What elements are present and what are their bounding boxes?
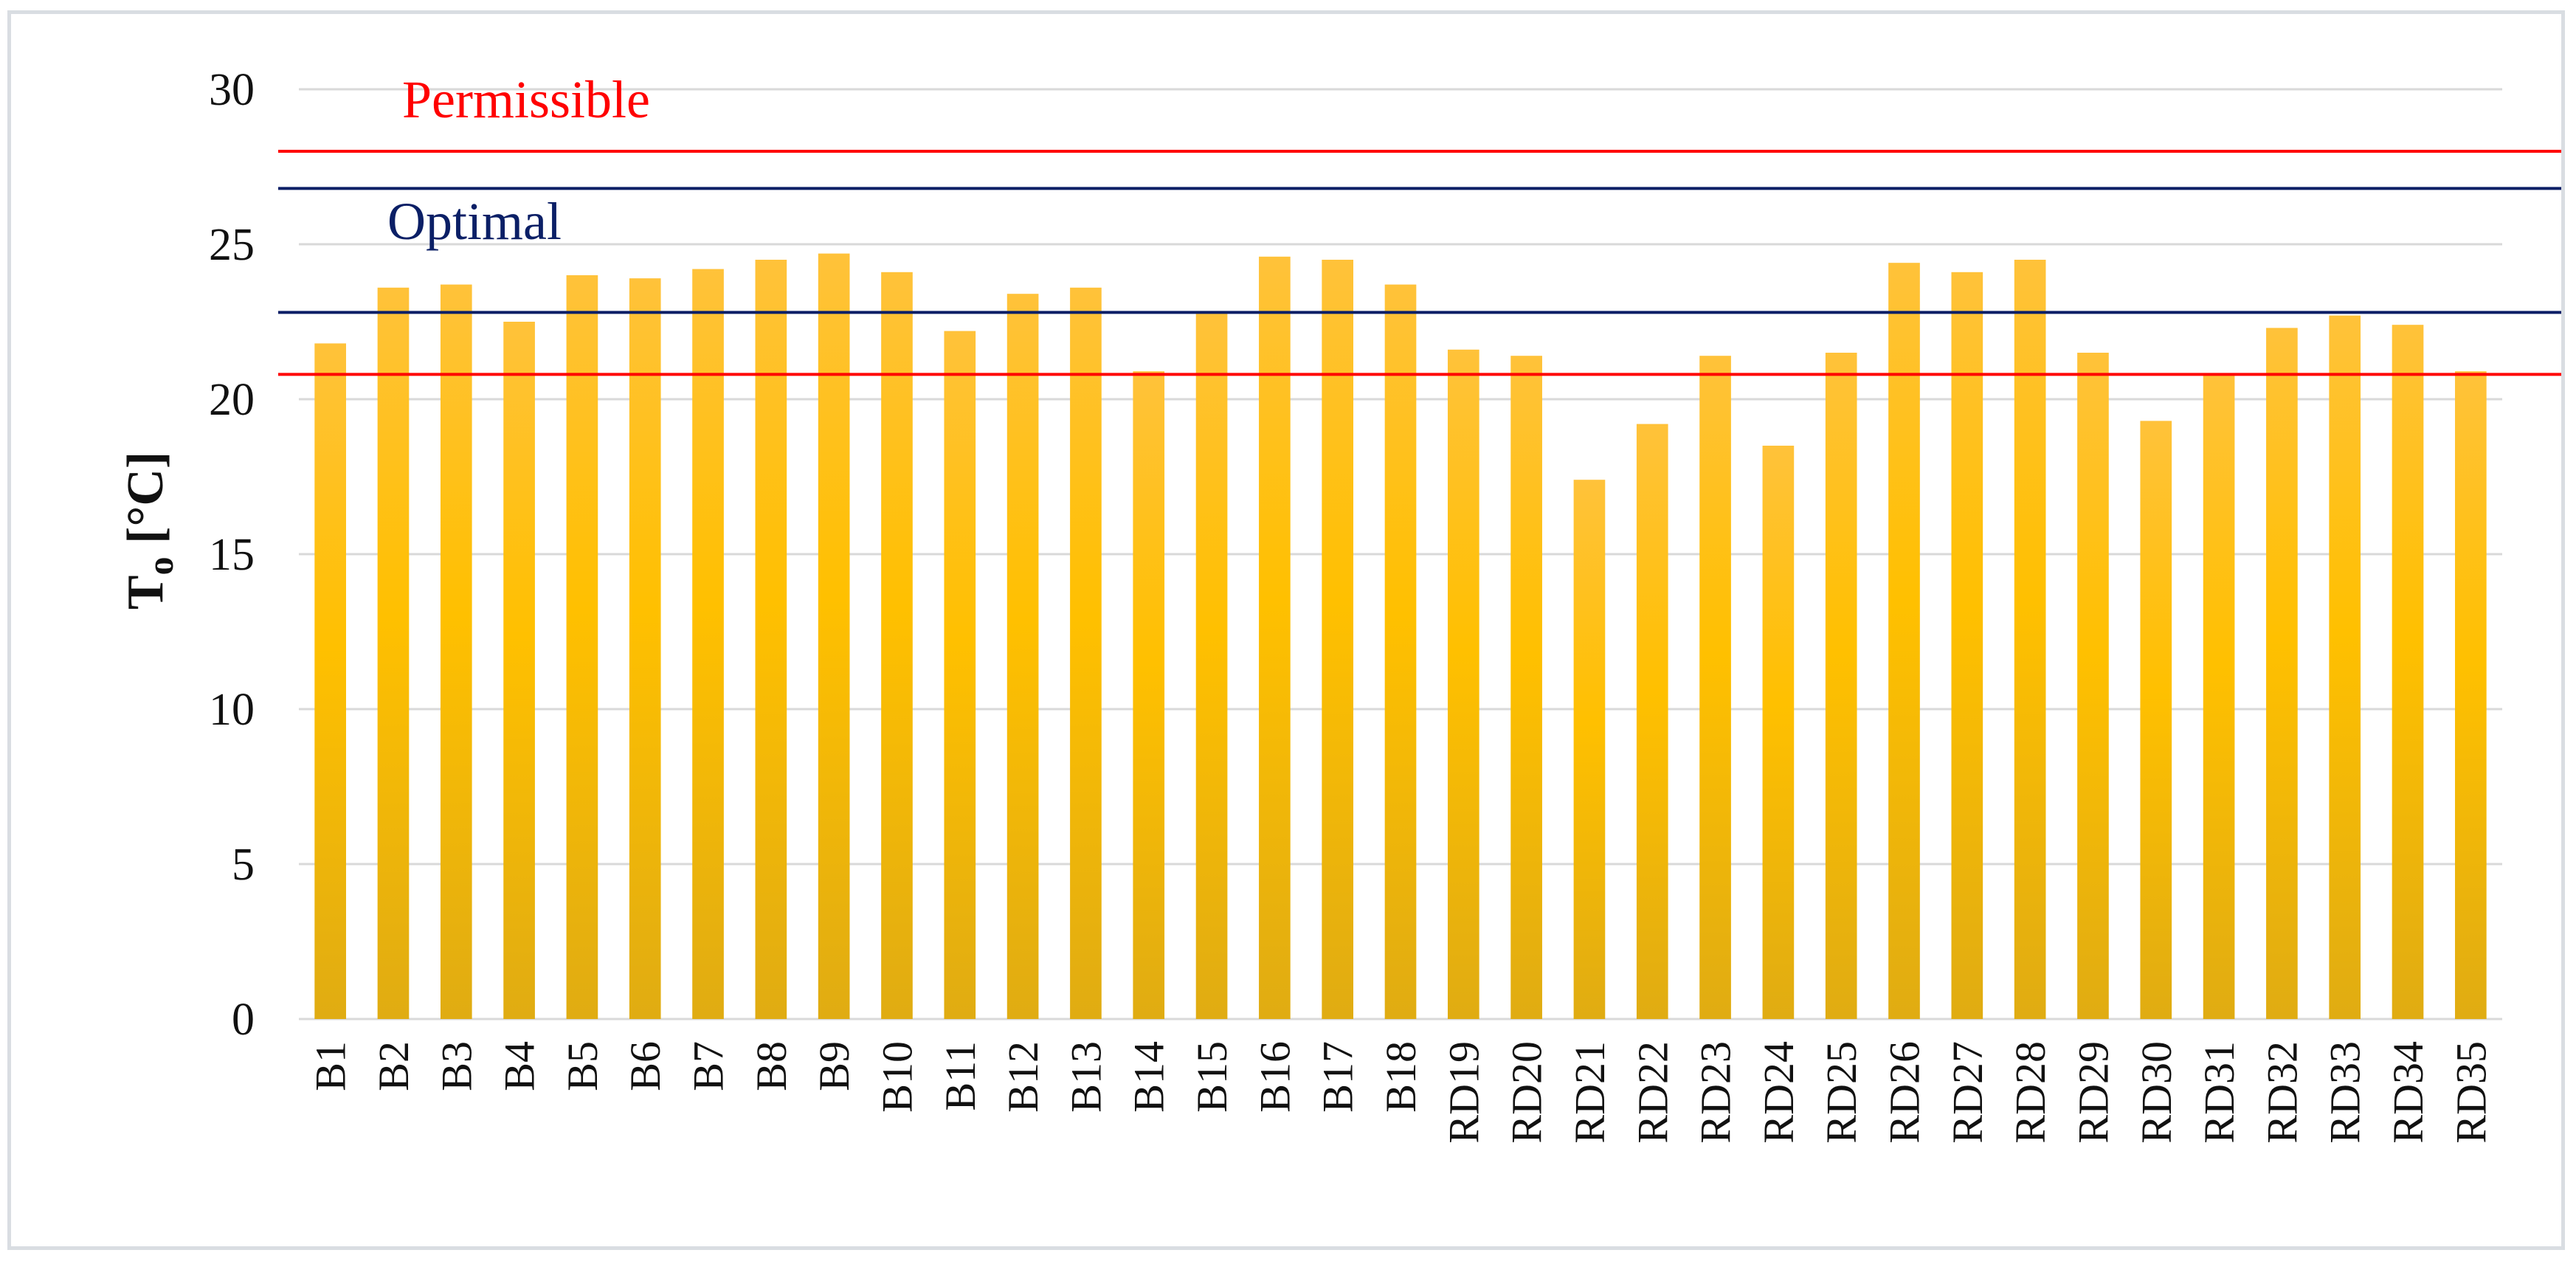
x-tick-label: B14 (1125, 1041, 1173, 1113)
x-tick-label: B15 (1188, 1041, 1236, 1113)
bar-rd25 (1825, 353, 1857, 1019)
x-tick-label: RD20 (1503, 1041, 1551, 1144)
bar-b8 (755, 260, 787, 1019)
bar-b16 (1259, 256, 1291, 1019)
y-tick-label: 25 (209, 220, 255, 270)
x-tick-label: RD28 (2006, 1041, 2054, 1144)
x-tick-label: B1 (307, 1041, 355, 1091)
x-tick-label: RD21 (1566, 1041, 1614, 1144)
x-tick-label: B3 (432, 1041, 480, 1091)
x-tick-label: B17 (1314, 1041, 1362, 1113)
bar-chart: 0 5 10 15 20 25 30 B1 B2 B3 B4 B5 B6 B7 B8 B9 B10 B11 B12… (117, 65, 2561, 1144)
x-tick-label: RD34 (2384, 1041, 2432, 1144)
x-tick-label: B16 (1251, 1041, 1299, 1113)
bar-rd26 (1888, 263, 1920, 1020)
bar-b6 (629, 278, 661, 1019)
y-axis-label: To [°C] (117, 452, 181, 609)
x-tick-label: RD24 (1755, 1041, 1803, 1144)
bar-b13 (1070, 287, 1102, 1019)
x-tick-label: RD30 (2133, 1041, 2180, 1144)
bar-rd20 (1510, 356, 1542, 1019)
bar-rd24 (1762, 446, 1795, 1019)
y-tick-label: 5 (232, 840, 255, 890)
x-tick-label: B12 (999, 1041, 1047, 1113)
bar-b12 (1006, 294, 1039, 1019)
x-tick-label: RD23 (1692, 1041, 1740, 1144)
x-tick-label: RD27 (1944, 1041, 1992, 1144)
x-tick-label: B13 (1062, 1041, 1110, 1113)
y-tick-label: 15 (209, 530, 255, 580)
bar-rd33 (2329, 315, 2361, 1020)
bar-b1 (314, 343, 346, 1019)
y-tick-label: 0 (232, 995, 255, 1045)
bar-b15 (1195, 312, 1228, 1019)
x-tick-label: B8 (747, 1041, 795, 1091)
x-tick-label: B10 (873, 1041, 921, 1113)
x-tick-label: B18 (1377, 1041, 1425, 1113)
bar-rd35 (2455, 371, 2487, 1019)
x-tick-label: RD26 (1881, 1041, 1929, 1144)
y-axis-label-subscript: o (139, 556, 181, 575)
x-tick-label: B9 (810, 1041, 858, 1091)
x-tick-label: RD29 (2069, 1041, 2117, 1144)
y-tick-label: 10 (209, 685, 255, 735)
bar-b4 (503, 322, 535, 1019)
x-tick-label: B4 (496, 1041, 544, 1091)
x-tick-label: B6 (621, 1041, 669, 1091)
bar-b2 (377, 287, 410, 1019)
bar-b18 (1384, 284, 1417, 1020)
reference-lines (278, 150, 2561, 376)
bar-b3 (440, 284, 472, 1020)
bar-rd32 (2266, 328, 2298, 1019)
bar-rd31 (2203, 374, 2235, 1019)
bar-rd23 (1699, 356, 1731, 1019)
bar-b10 (881, 272, 913, 1019)
bar-rd28 (2014, 260, 2046, 1019)
bar-rd22 (1636, 424, 1668, 1019)
annotation-optimal: Optimal (387, 192, 562, 251)
x-tick-label: B7 (685, 1041, 733, 1091)
bar-b7 (692, 269, 724, 1020)
bar-b11 (944, 331, 976, 1020)
bar-rd19 (1447, 349, 1479, 1019)
x-tick-label: RD22 (1629, 1041, 1677, 1144)
x-tick-label: B11 (936, 1041, 984, 1111)
bar-b17 (1322, 260, 1354, 1019)
x-tick-label: B5 (559, 1041, 607, 1091)
x-tick-label: RD19 (1440, 1041, 1488, 1144)
bar-rd30 (2140, 421, 2172, 1019)
bar-rd21 (1573, 480, 1606, 1019)
x-tick-label: RD33 (2321, 1041, 2369, 1144)
x-tick-label: RD25 (1817, 1041, 1865, 1144)
bar-rd27 (1951, 272, 1983, 1019)
bar-b14 (1133, 371, 1165, 1019)
x-tick-label: RD31 (2195, 1041, 2243, 1144)
y-axis-label-main: T (117, 575, 174, 609)
bar-rd34 (2392, 325, 2424, 1019)
x-tick-label: RD35 (2447, 1041, 2495, 1144)
bar-b9 (818, 253, 850, 1020)
x-tick-label: B2 (370, 1041, 418, 1091)
y-axis-label-unit: [°C] (117, 452, 174, 557)
y-tick-label: 20 (209, 375, 255, 425)
annotation-permissible: Permissible (402, 70, 650, 129)
x-tick-label: RD32 (2258, 1041, 2306, 1144)
y-tick-label: 30 (209, 65, 255, 115)
chart-frame: 0 5 10 15 20 25 30 B1 B2 B3 B4 B5 B6 B7 B8 B9 B10 B11 B12… (7, 10, 2565, 1250)
x-tick-labels: B1 B2 B3 B4 B5 B6 B7 B8 B9 B10 B11 B12 B13 B14 B15 B16 B… (307, 1041, 2496, 1144)
y-tick-labels: 0 5 10 15 20 25 30 (209, 65, 255, 1045)
bar-rd29 (2077, 353, 2109, 1019)
annotation-labels: Permissible Optimal (387, 70, 650, 251)
bar-b5 (566, 275, 598, 1019)
bars (314, 253, 2487, 1020)
